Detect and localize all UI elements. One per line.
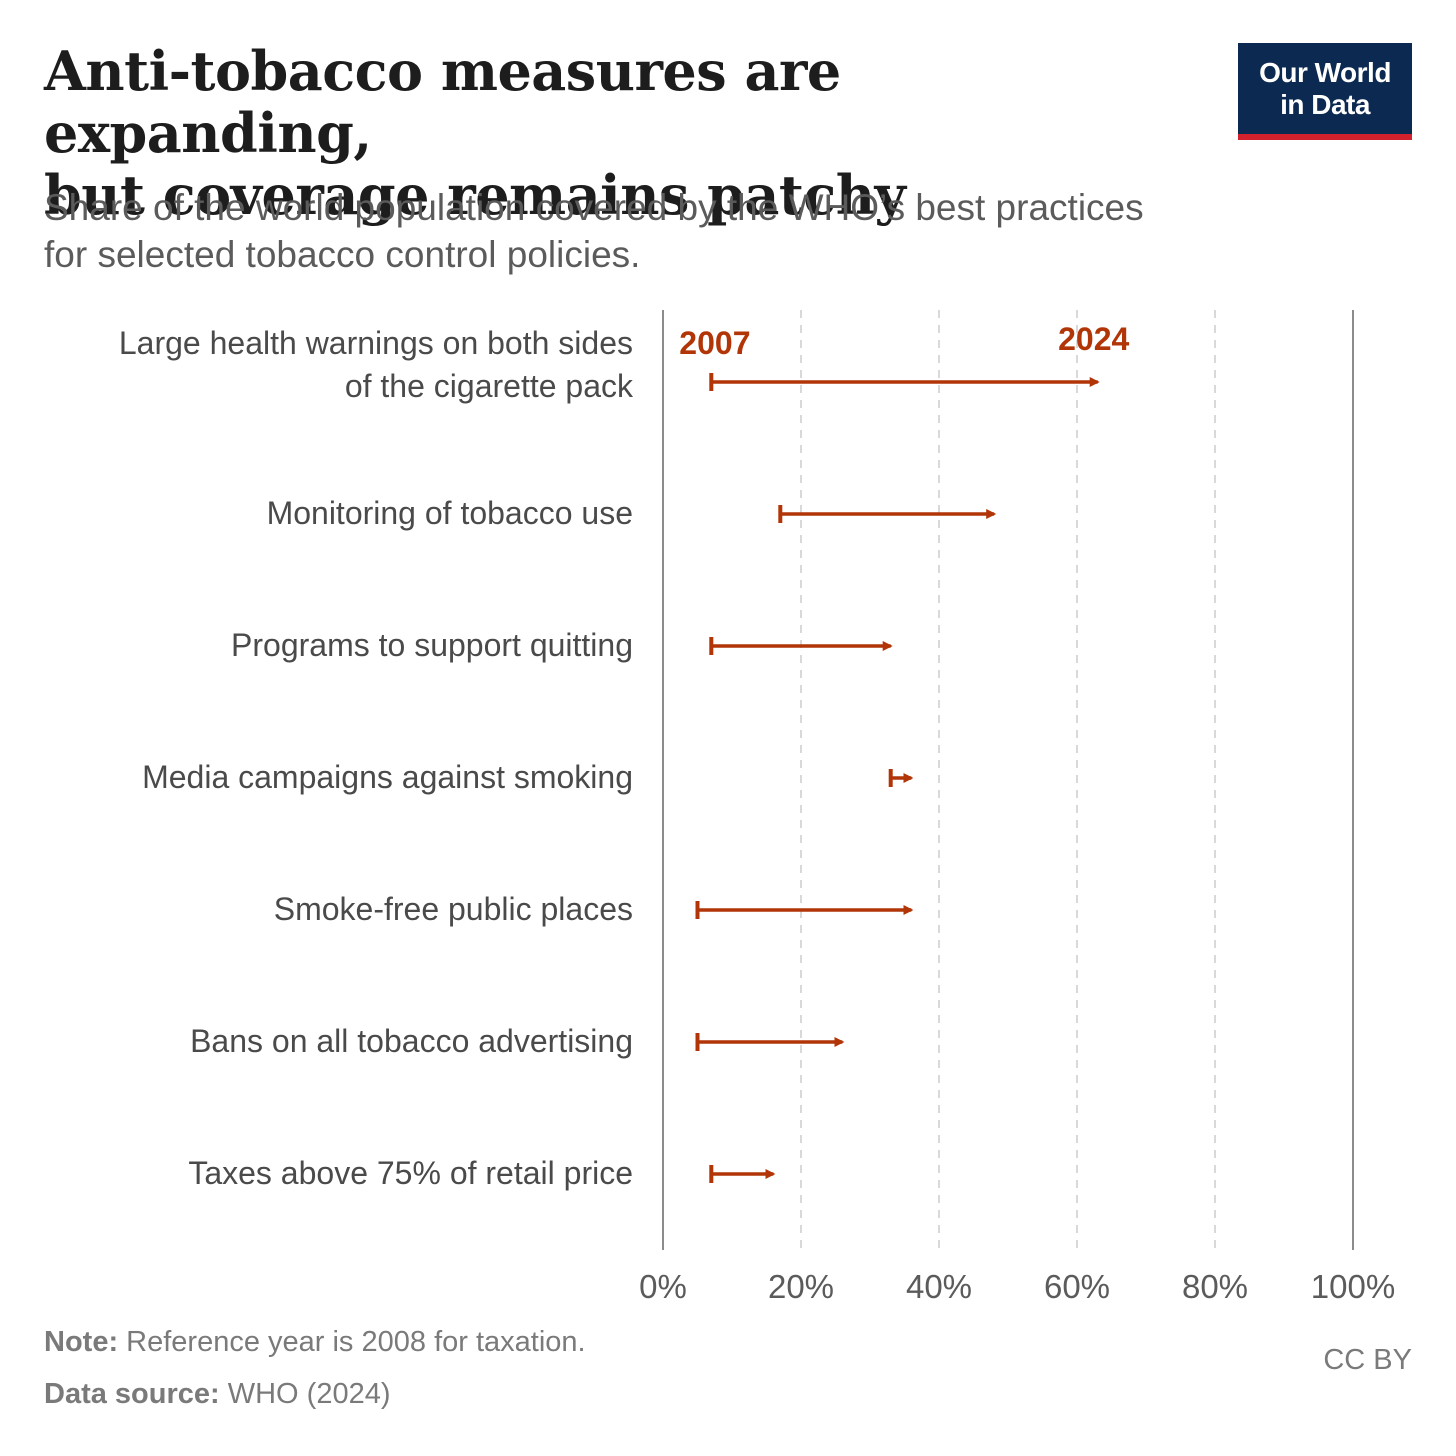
category-label-5-line-0: Bans on all tobacco advertising [190,1023,633,1059]
chart-subtitle-line-1: Share of the world population covered by… [44,187,1144,228]
x-tick-label-100: 100% [1311,1268,1395,1305]
legend-start-year: 2007 [679,325,750,361]
category-label-3-line-0: Media campaigns against smoking [142,759,633,795]
note-text: Reference year is 2008 for taxation. [118,1326,586,1358]
category-label-2-line-0: Programs to support quitting [231,627,633,663]
x-tick-label-60: 60% [1044,1268,1110,1305]
chart-source: Data source: WHO (2024) [44,1378,391,1411]
x-tick-label-20: 20% [768,1268,834,1305]
our-world-in-data-logo[interactable]: Our World in Data [1238,43,1412,140]
x-tick-label-40: 40% [906,1268,972,1305]
source-text: WHO (2024) [219,1378,391,1410]
logo-line-2: in Data [1280,89,1370,120]
category-label-1-line-0: Monitoring of tobacco use [267,495,633,531]
grid-layer [662,310,1354,1250]
x-tick-label-80: 80% [1182,1268,1248,1305]
license-label[interactable]: CC BY [1323,1344,1412,1376]
chart-title: Anti-tobacco measures are expanding, but… [44,40,1164,226]
rows-layer: Large health warnings on both sides of th… [119,325,1100,1191]
category-label-4-line-0: Smoke-free public places [274,891,633,927]
chart-title-line-2: but coverage remains patchy [44,163,906,227]
logo-line-1: Our World [1259,57,1391,88]
category-label-6-line-0: Taxes above 75% of retail price [188,1155,633,1191]
chart-subtitle-line-2: for selected tobacco control policies. [44,234,641,275]
x-axis-ticks: 0% 20% 40% 60% 80% 100% [639,1268,1395,1305]
note-label: Note: [44,1326,119,1358]
chart-note: Note: Reference year is 2008 for taxatio… [44,1326,586,1359]
source-label: Data source: [44,1378,220,1410]
chart-subtitle: Share of the world population covered by… [44,184,1294,278]
year-legend: 2007 2024 [679,321,1129,361]
legend-end-year: 2024 [1058,321,1129,357]
chart-title-line-1: Anti-tobacco measures are expanding, [44,39,841,165]
x-tick-label-0: 0% [639,1268,687,1305]
category-label-0-line-1: of the cigarette pack [345,368,634,404]
category-label-0-line-0: Large health warnings on both sides [119,325,633,361]
